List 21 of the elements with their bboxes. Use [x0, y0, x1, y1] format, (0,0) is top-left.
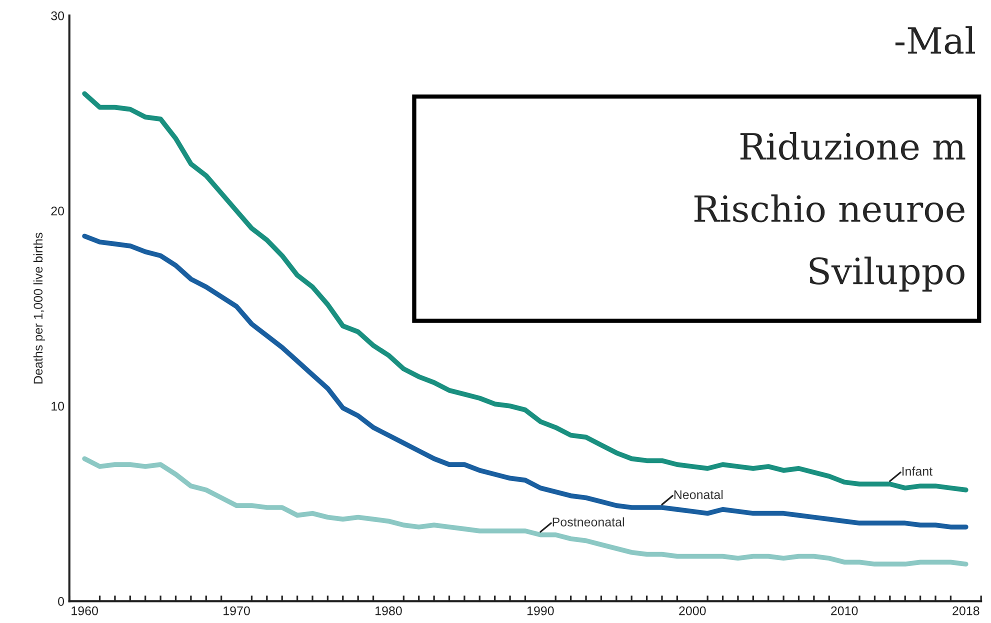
x-tick-label: 2010 [831, 606, 858, 616]
y-tick-label: 20 [51, 206, 64, 216]
annotation: Riduzione m [740, 132, 966, 160]
y-tick-label: 0 [58, 596, 64, 606]
x-tick-label: 1970 [224, 606, 250, 616]
series-label: Infant [902, 466, 932, 476]
y-tick-label: 10 [52, 402, 64, 411]
series-label: Neonatal [674, 490, 723, 500]
annotation: Rischio neuroe [694, 194, 964, 222]
x-tick-label: 1990 [527, 606, 554, 616]
y-tick-label: 30 [51, 11, 64, 20]
y-axis-title: Deaths per 1,000 live births [33, 232, 46, 384]
annotation: -Mal [895, 26, 976, 54]
x-tick-label: 1960 [72, 606, 98, 616]
line-series [82, 234, 968, 530]
series-label: Postneonatal [552, 517, 624, 526]
annotation: Sviluppo [810, 256, 964, 292]
line-series [82, 456, 968, 567]
x-tick-label: 2000 [679, 606, 706, 616]
x-tick-label: 2018 [952, 606, 980, 616]
x-tick-label: 1980 [376, 606, 402, 616]
